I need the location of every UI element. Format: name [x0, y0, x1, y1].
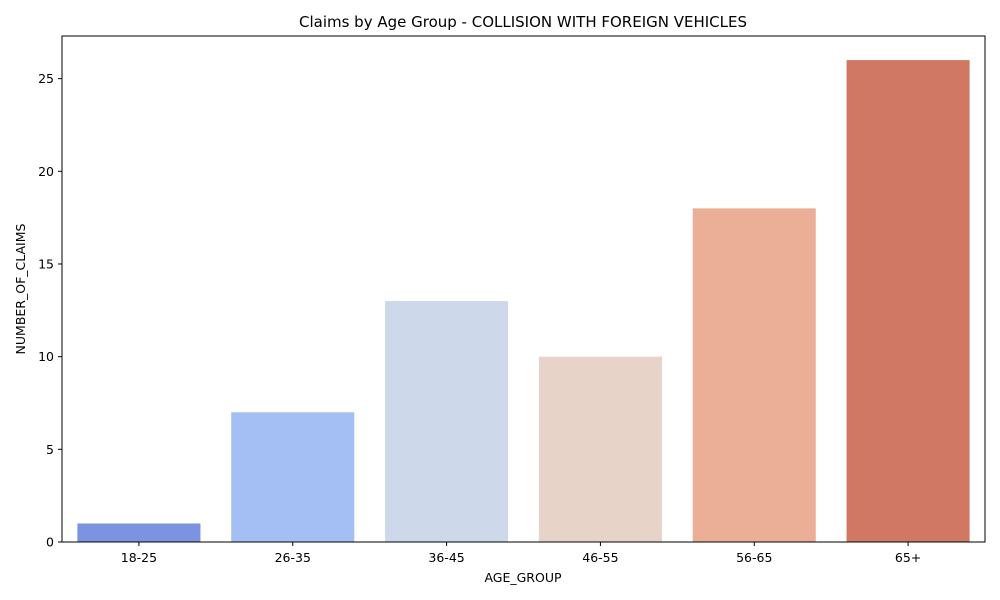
- y-axis-ticks: 0 5 10 15 20 25: [38, 71, 62, 550]
- x-tick-label: 56-65: [736, 550, 772, 565]
- y-tick-label: 25: [38, 71, 54, 86]
- bars: [77, 60, 970, 542]
- plot-frame: [61, 35, 986, 543]
- y-tick-label: 15: [38, 256, 54, 271]
- x-tick-label: 65+: [895, 550, 921, 565]
- y-tick-label: 5: [46, 442, 54, 457]
- x-axis-ticks: 18-25 26-35 36-45 46-55 56-65 65+: [121, 542, 921, 565]
- y-tick-label: 20: [38, 164, 54, 179]
- x-tick-label: 36-45: [428, 550, 464, 565]
- x-axis-label: AGE_GROUP: [484, 570, 562, 585]
- chart-title: Claims by Age Group - COLLISION WITH FOR…: [299, 13, 747, 31]
- bar-56-65: [692, 208, 816, 542]
- bar-18-25: [77, 523, 201, 542]
- x-tick-label: 26-35: [275, 550, 311, 565]
- y-tick-label: 10: [38, 349, 54, 364]
- x-tick-label: 18-25: [121, 550, 157, 565]
- bar-65+: [846, 60, 970, 542]
- bar-46-55: [538, 356, 662, 542]
- bar-36-45: [385, 301, 509, 542]
- y-tick-label: 0: [46, 535, 54, 550]
- bar-26-35: [231, 412, 355, 542]
- y-axis-label: NUMBER_OF_CLAIMS: [13, 223, 28, 354]
- x-tick-label: 46-55: [582, 550, 618, 565]
